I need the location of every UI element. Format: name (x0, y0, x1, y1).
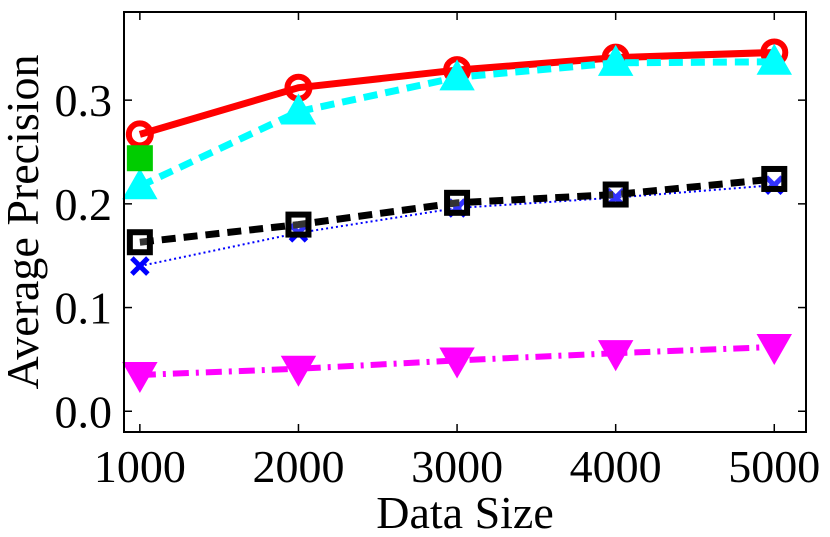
x-tick-label: 2000 (252, 441, 344, 492)
data-point (597, 44, 634, 76)
data-point (602, 181, 629, 208)
data-point (756, 43, 793, 75)
plot-series (122, 38, 793, 393)
data-point (122, 361, 158, 393)
plot-frame (123, 11, 807, 433)
data-point (439, 347, 475, 379)
data-point (597, 340, 634, 372)
series-line (139, 343, 775, 378)
y-tick-label: 0.3 (55, 75, 113, 126)
data-point (439, 59, 475, 91)
series (125, 38, 789, 149)
data-point (130, 256, 150, 276)
data-point (285, 211, 312, 238)
data-point (756, 333, 793, 365)
series (126, 165, 788, 256)
data-point (126, 145, 153, 172)
y-tick-label: 0.1 (55, 283, 113, 334)
data-point (280, 355, 317, 387)
y-tick-label: 0.0 (55, 386, 113, 437)
x-tick-label: 3000 (411, 441, 503, 492)
x-tick-label: 4000 (570, 441, 662, 492)
x-tick-label: 5000 (728, 441, 820, 492)
series (126, 145, 153, 172)
x-axis: 1000 2000 3000 4000 5000 (94, 12, 820, 492)
series-line (139, 175, 775, 246)
series (122, 333, 793, 393)
data-point (761, 165, 788, 192)
data-point (122, 168, 158, 200)
y-axis: 0.0 0.1 0.2 0.3 (55, 75, 806, 437)
data-point (126, 229, 153, 256)
x-axis-label: Data Size (376, 487, 554, 537)
y-axis-label: Average Precision (0, 54, 48, 389)
y-tick-label: 0.2 (55, 179, 113, 230)
data-point (280, 93, 317, 125)
series (122, 43, 793, 200)
x-tick-label: 1000 (94, 441, 186, 492)
data-point (444, 189, 471, 216)
x-marker-stroke (130, 256, 150, 276)
